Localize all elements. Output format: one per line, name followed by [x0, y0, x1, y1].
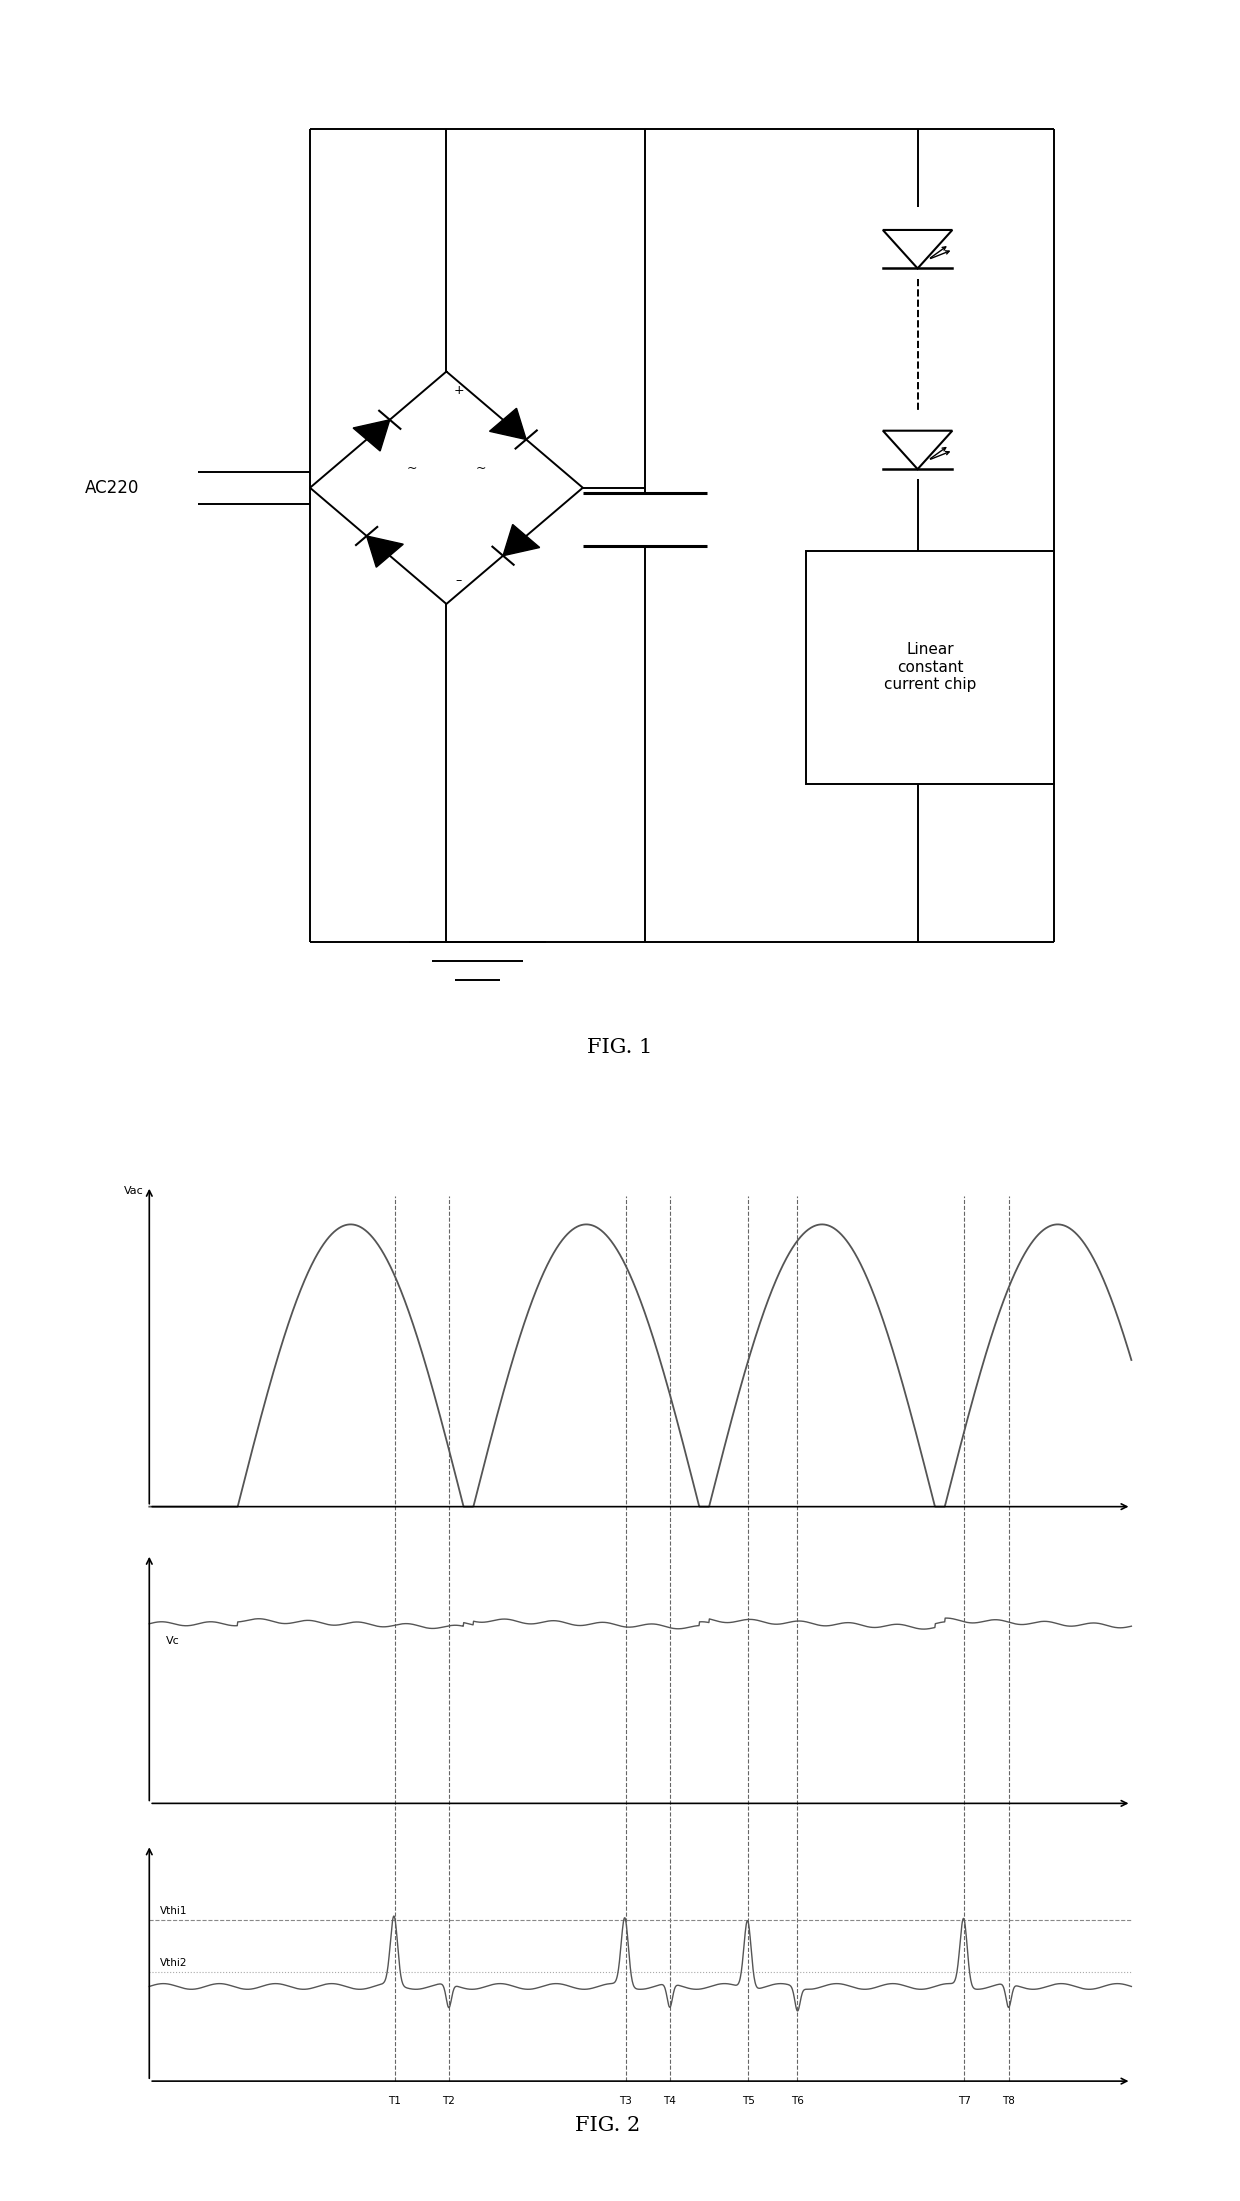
- Text: FIG. 1: FIG. 1: [588, 1039, 652, 1056]
- Polygon shape: [490, 407, 526, 440]
- Text: T6: T6: [791, 2095, 804, 2106]
- Text: T8: T8: [1002, 2095, 1016, 2106]
- FancyBboxPatch shape: [806, 550, 1054, 784]
- Text: Linear
constant
current chip: Linear constant current chip: [884, 643, 976, 693]
- Text: T5: T5: [742, 2095, 755, 2106]
- Polygon shape: [353, 420, 389, 451]
- Polygon shape: [503, 524, 539, 555]
- Text: Vthi1: Vthi1: [160, 1906, 187, 1917]
- Text: ~: ~: [476, 462, 486, 475]
- Text: T1: T1: [388, 2095, 402, 2106]
- Text: –: –: [455, 574, 463, 588]
- Text: T3: T3: [619, 2095, 632, 2106]
- Text: ~: ~: [407, 462, 417, 475]
- Text: AC220: AC220: [84, 480, 139, 497]
- Text: T7: T7: [959, 2095, 971, 2106]
- Text: T2: T2: [443, 2095, 455, 2106]
- Text: Vc: Vc: [166, 1635, 180, 1646]
- Text: T4: T4: [663, 2095, 676, 2106]
- Text: FIG. 2: FIG. 2: [575, 2115, 640, 2135]
- Text: Vthi2: Vthi2: [160, 1959, 187, 1968]
- Text: +: +: [454, 383, 464, 396]
- Polygon shape: [367, 537, 403, 568]
- Text: Vac: Vac: [124, 1186, 144, 1195]
